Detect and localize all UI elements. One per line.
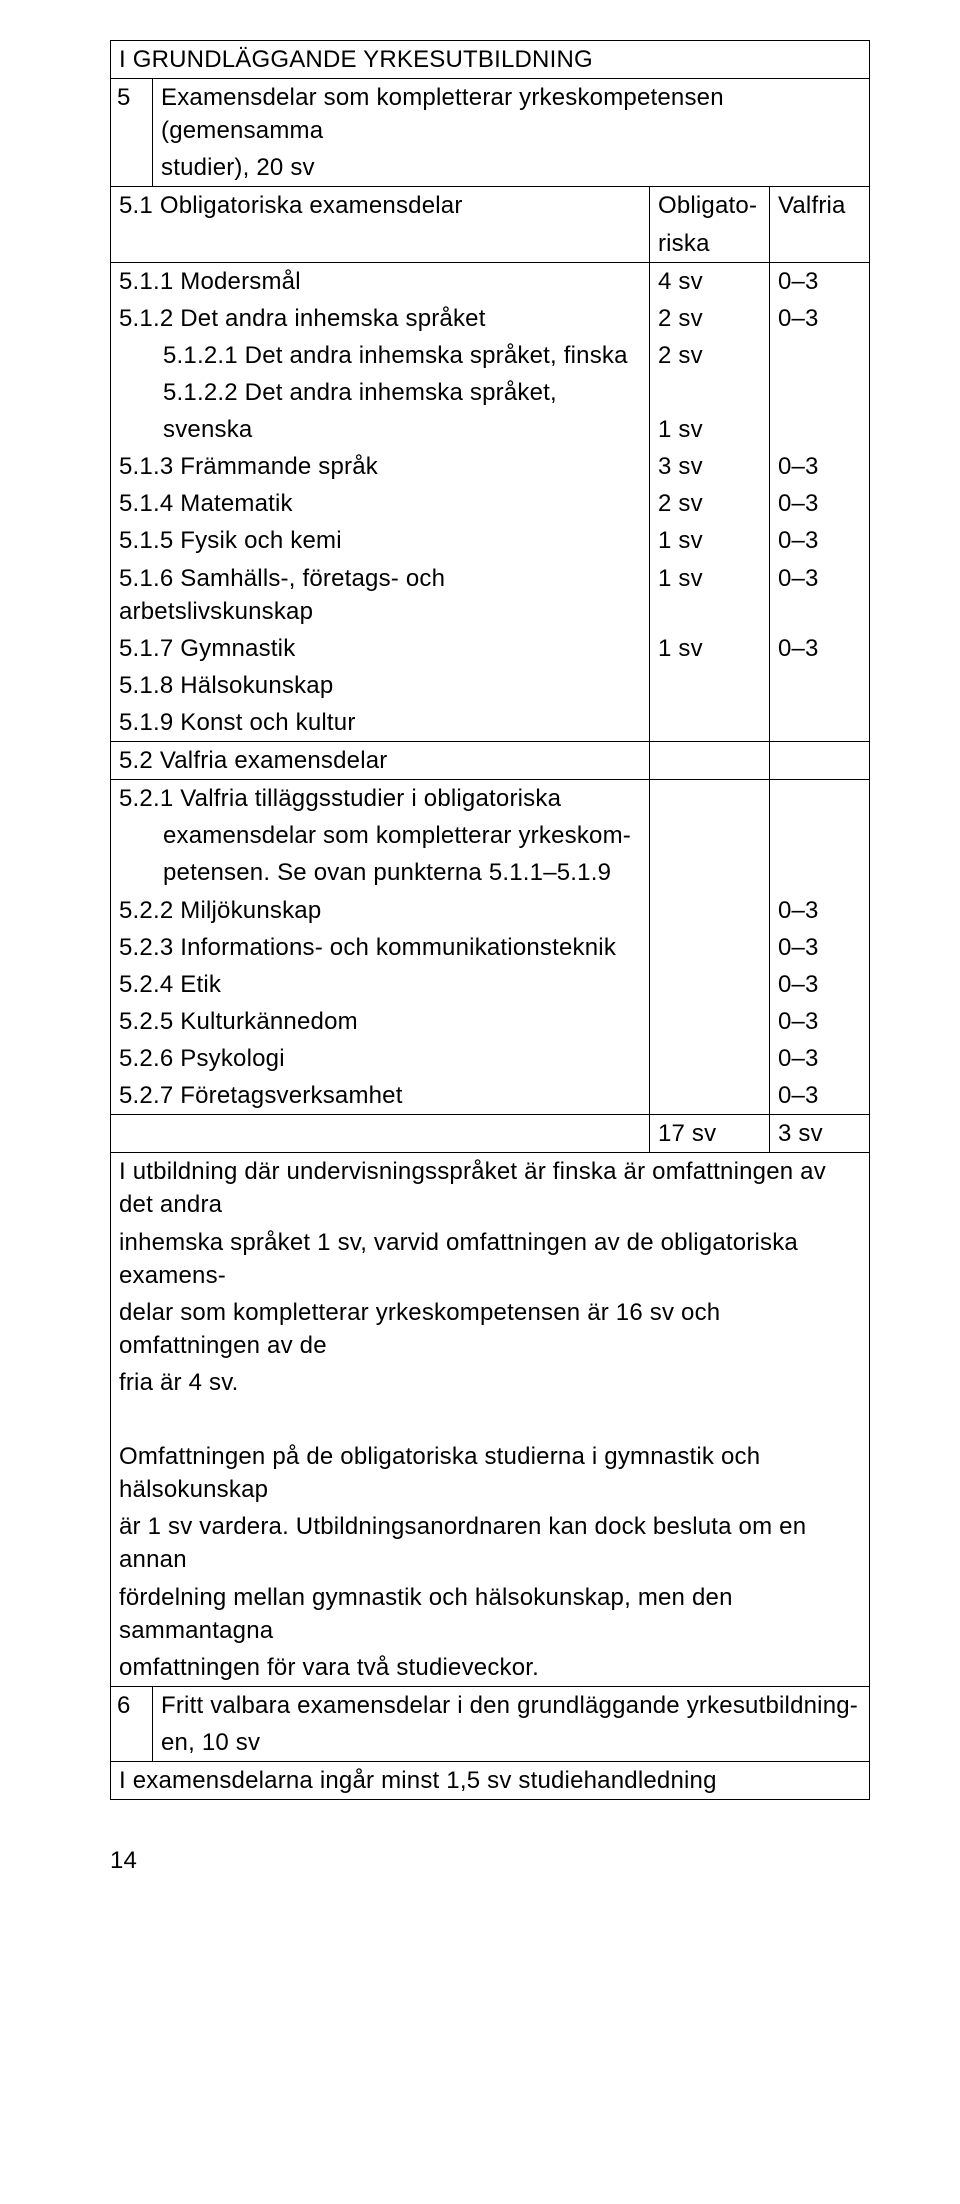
blank-cell	[769, 337, 869, 374]
item-5-1-6-valf: 0–3	[769, 560, 869, 630]
item-5-2-2: 5.2.2 Miljökunskap	[111, 892, 650, 929]
totals-valf: 3 sv	[769, 1115, 869, 1153]
item-5-1-1: 5.1.1 Modersmål	[111, 262, 650, 300]
item-5-2-5: 5.2.5 Kulturkännedom	[111, 1003, 650, 1040]
para1-l3: delar som kompletterar yrkeskompetensen …	[111, 1294, 870, 1364]
item-5-2-1-line3: petensen. Se ovan punkterna 5.1.1–5.1.9	[111, 854, 650, 891]
blank-cell	[111, 1724, 153, 1762]
para1-l1: I utbildning där undervisningsspråket är…	[111, 1153, 870, 1224]
blank-cell	[649, 374, 769, 411]
blank-cell	[769, 780, 869, 818]
totals-oblig: 17 sv	[649, 1115, 769, 1153]
item-5-1-1-valf: 0–3	[769, 262, 869, 300]
item-5-2-4: 5.2.4 Etik	[111, 966, 650, 1003]
blank-cell	[769, 225, 869, 263]
blank-cell	[769, 817, 869, 854]
blank-cell	[649, 1040, 769, 1077]
row-5-num: 5	[111, 79, 153, 150]
row-5-2-text: 5.2 Valfria examensdelar	[111, 742, 650, 780]
blank-line	[111, 1401, 870, 1438]
row-5-text-line2: studier), 20 sv	[153, 149, 870, 187]
item-5-1-6-oblig: 1 sv	[649, 560, 769, 630]
item-5-2-3: 5.2.3 Informations- och kommunikationste…	[111, 929, 650, 966]
item-5-1-2-valf: 0–3	[769, 300, 869, 337]
item-5-1-2-2-oblig: 1 sv	[649, 411, 769, 448]
curriculum-table: I GRUNDLÄGGANDE YRKESUTBILDNING 5 Examen…	[110, 40, 870, 1800]
blank-cell	[649, 892, 769, 929]
item-5-1-3-valf: 0–3	[769, 448, 869, 485]
blank-cell	[649, 817, 769, 854]
item-5-1-4-valf: 0–3	[769, 485, 869, 522]
blank-cell	[649, 667, 769, 704]
footer-row: I examensdelarna ingår minst 1,5 sv stud…	[111, 1762, 870, 1800]
item-5-1-2-1: 5.1.2.1 Det andra inhemska språket, fins…	[111, 337, 650, 374]
para2-l3: fördelning mellan gymnastik och hälsokun…	[111, 1579, 870, 1649]
blank-cell	[649, 1003, 769, 1040]
item-5-2-6: 5.2.6 Psykologi	[111, 1040, 650, 1077]
blank-cell	[769, 374, 869, 411]
item-5-2-7-valf: 0–3	[769, 1077, 869, 1115]
para1-l2: inhemska språket 1 sv, varvid omfattning…	[111, 1224, 870, 1294]
item-5-1-1-oblig: 4 sv	[649, 262, 769, 300]
item-5-2-1-line2: examensdelar som kompletterar yrkeskom-	[111, 817, 650, 854]
item-5-1-4: 5.1.4 Matematik	[111, 485, 650, 522]
item-5-1-2-1-oblig: 2 sv	[649, 337, 769, 374]
item-5-1-3: 5.1.3 Främmande språk	[111, 448, 650, 485]
item-5-2-5-valf: 0–3	[769, 1003, 869, 1040]
item-5-1-2-oblig: 2 sv	[649, 300, 769, 337]
item-5-1-2: 5.1.2 Det andra inhemska språket	[111, 300, 650, 337]
item-5-1-6: 5.1.6 Samhälls-, företags- och arbetsliv…	[111, 560, 650, 630]
col-header-valfria: Valfria	[769, 187, 869, 225]
item-5-1-7: 5.1.7 Gymnastik	[111, 630, 650, 667]
blank-cell	[649, 742, 769, 780]
para2-l1: Omfattningen på de obligatoriska studier…	[111, 1438, 870, 1508]
item-5-1-7-oblig: 1 sv	[649, 630, 769, 667]
item-5-1-9: 5.1.9 Konst och kultur	[111, 704, 650, 742]
item-5-1-2-2-line1: 5.1.2.2 Det andra inhemska språket,	[111, 374, 650, 411]
item-5-2-4-valf: 0–3	[769, 966, 869, 1003]
item-5-1-8: 5.1.8 Hälsokunskap	[111, 667, 650, 704]
item-5-1-5-valf: 0–3	[769, 522, 869, 559]
item-5-1-2-2-line2: svenska	[111, 411, 650, 448]
blank-cell	[649, 780, 769, 818]
blank-cell	[769, 411, 869, 448]
blank-cell	[769, 704, 869, 742]
item-5-2-6-valf: 0–3	[769, 1040, 869, 1077]
col-header-obligatoriska-2: riska	[649, 225, 769, 263]
row-6-text-line2: en, 10 sv	[153, 1724, 870, 1762]
blank-cell	[649, 854, 769, 891]
blank-cell	[111, 149, 153, 187]
item-5-2-2-valf: 0–3	[769, 892, 869, 929]
row-6-num: 6	[111, 1686, 153, 1724]
page-number: 14	[110, 1844, 870, 1877]
blank-cell	[649, 966, 769, 1003]
item-5-1-3-oblig: 3 sv	[649, 448, 769, 485]
item-5-1-7-valf: 0–3	[769, 630, 869, 667]
blank-cell	[649, 704, 769, 742]
section-heading: I GRUNDLÄGGANDE YRKESUTBILDNING	[111, 41, 870, 79]
totals-blank	[111, 1115, 650, 1153]
blank-cell	[769, 854, 869, 891]
item-5-1-5: 5.1.5 Fysik och kemi	[111, 522, 650, 559]
col-header-obligatoriska-1: Obligato-	[649, 187, 769, 225]
item-5-2-3-valf: 0–3	[769, 929, 869, 966]
item-5-2-7: 5.2.7 Företagsverksamhet	[111, 1077, 650, 1115]
para2-l4: omfattningen för vara två studieveckor.	[111, 1649, 870, 1687]
row-5-text-line1: Examensdelar som kompletterar yrkeskompe…	[153, 79, 870, 150]
blank-cell	[649, 929, 769, 966]
row-6-text-line1: Fritt valbara examensdelar i den grundlä…	[153, 1686, 870, 1724]
blank-cell	[111, 225, 650, 263]
para1-l4: fria är 4 sv.	[111, 1364, 870, 1401]
para2-l2: är 1 sv vardera. Utbildningsanordnaren k…	[111, 1508, 870, 1578]
blank-cell	[769, 667, 869, 704]
blank-cell	[649, 1077, 769, 1115]
item-5-1-5-oblig: 1 sv	[649, 522, 769, 559]
item-5-1-4-oblig: 2 sv	[649, 485, 769, 522]
blank-cell	[769, 742, 869, 780]
item-5-2-1-line1: 5.2.1 Valfria tilläggsstudier i obligato…	[111, 780, 650, 818]
row-5-1-text: 5.1 Obligatoriska examensdelar	[111, 187, 650, 225]
